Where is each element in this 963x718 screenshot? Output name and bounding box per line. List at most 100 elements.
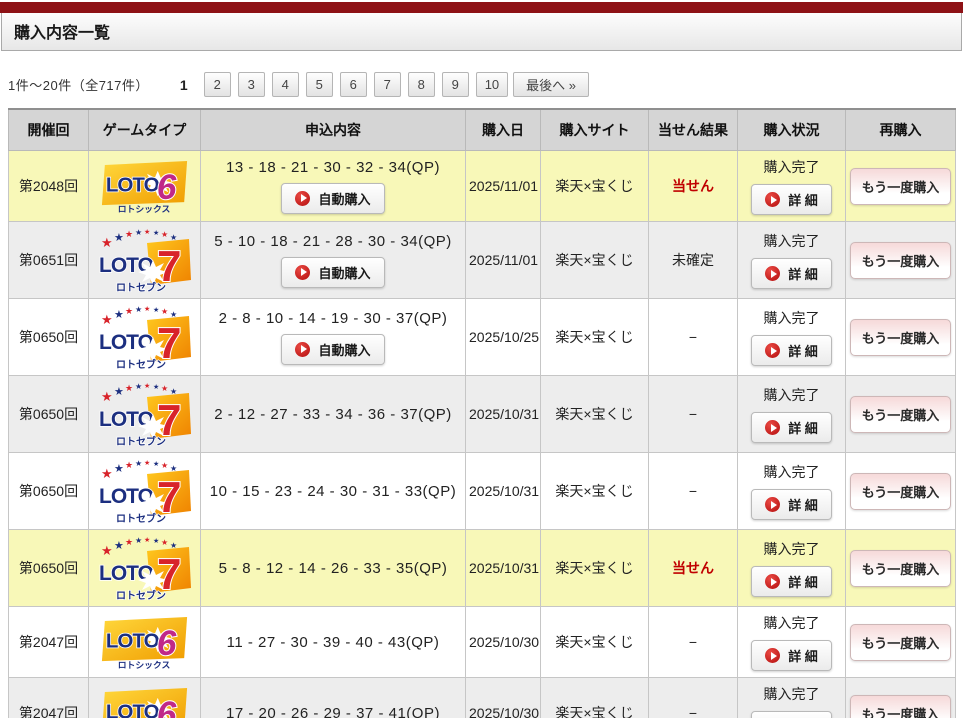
pagination-page-button[interactable]: 9 (441, 72, 469, 97)
pagination-page-button[interactable]: 10 (475, 72, 509, 97)
svg-text:★: ★ (101, 312, 113, 327)
round-cell: 第2047回 (8, 606, 89, 678)
status-text: 購入完了 (763, 686, 820, 702)
purchase-site: 楽天×宝くじ (540, 452, 649, 530)
detail-button[interactable]: 詳 細 (751, 184, 832, 215)
header-result: 当せん結果 (648, 108, 738, 151)
purchase-date: 2025/10/31 (465, 375, 541, 453)
result-cell: 未確定 (648, 221, 738, 299)
svg-text:★: ★ (101, 235, 113, 250)
loto7-logo-digit: 7 (157, 396, 181, 445)
purchase-date: 2025/10/25 (465, 298, 541, 376)
pagination-page-button[interactable]: 7 (373, 72, 401, 97)
table-header-row: 開催回 ゲームタイプ 申込内容 購入日 購入サイト 当せん結果 購入状況 再購入 (8, 108, 956, 151)
pagination-last-button[interactable]: 最後へ » (513, 72, 589, 97)
application-cell: 5 - 8 - 12 - 14 - 26 - 33 - 35(QP) (200, 529, 466, 607)
rebuy-button[interactable]: もう一度購入 (850, 318, 951, 356)
play-icon (765, 420, 781, 435)
detail-button[interactable]: 詳 細 (751, 640, 832, 671)
applied-numbers: 5 - 8 - 12 - 14 - 26 - 33 - 35(QP) (218, 559, 448, 577)
stars-arc-icon: ★ ★ ★ ★ ★ ★ ★ ★ (101, 536, 177, 558)
table-row: 第2047回 LOTO 6 ロトシックス 11 - 27 - 30 - 39 -… (8, 606, 956, 678)
result-count-label: 1件〜20件（全717件） (8, 78, 149, 93)
loto7-logo-digit: 7 (157, 319, 181, 368)
accent-top-bar (0, 2, 963, 13)
rebuy-button[interactable]: もう一度購入 (850, 395, 951, 433)
pagination-page-button[interactable]: 3 (237, 72, 265, 97)
auto-purchase-button[interactable]: 自動購入 (281, 333, 385, 365)
applied-numbers: 5 - 10 - 18 - 21 - 28 - 30 - 34(QP) (214, 232, 452, 250)
detail-button[interactable]: 詳 細 (751, 566, 832, 597)
result-text: 当せん (672, 560, 714, 576)
svg-text:★: ★ (101, 389, 113, 404)
loto6-logo-digit: 6 (156, 624, 176, 663)
loto6-logo: LOTO 6 ロトシックス (101, 616, 187, 669)
detail-button[interactable]: 詳 細 (751, 335, 832, 366)
detail-button[interactable]: 詳 細 (751, 489, 832, 520)
header-game-type: ゲームタイプ (88, 108, 201, 151)
play-icon (765, 574, 781, 589)
svg-text:★: ★ (144, 305, 150, 313)
rebuy-button[interactable]: もう一度購入 (850, 472, 951, 510)
round-label: 第0650回 (18, 329, 79, 345)
rebuy-button[interactable]: もう一度購入 (850, 623, 951, 661)
starburst-icon (142, 697, 172, 718)
table-row: 第2048回 LOTO 6 ロトシックス 13 - 18 - 21 - 30 -… (8, 150, 956, 222)
svg-text:★: ★ (170, 541, 177, 550)
play-icon (765, 648, 781, 663)
purchase-site: 楽天×宝くじ (540, 150, 649, 222)
game-type-cell: ★ ★ ★ ★ ★ ★ ★ ★ LOTO 7 ロトセブン (88, 298, 201, 376)
svg-text:★: ★ (153, 460, 159, 468)
purchase-site: 楽天×宝くじ (540, 606, 649, 678)
result-cell: − (648, 375, 738, 453)
rebuy-button[interactable]: もう一度購入 (850, 694, 951, 718)
rebuy-button[interactable]: もう一度購入 (850, 241, 951, 279)
status-text: 購入完了 (763, 464, 820, 480)
purchase-site: 楽天×宝くじ (540, 529, 649, 607)
play-icon (765, 343, 781, 358)
round-cell: 第0651回 (8, 221, 89, 299)
play-icon (765, 192, 781, 207)
game-type-cell: ★ ★ ★ ★ ★ ★ ★ ★ LOTO 7 ロトセブン (88, 375, 201, 453)
auto-purchase-button[interactable]: 自動購入 (281, 182, 385, 214)
rebuy-cell: もう一度購入 (845, 452, 956, 530)
applied-numbers: 13 - 18 - 21 - 30 - 32 - 34(QP) (226, 158, 440, 176)
svg-text:★: ★ (125, 383, 133, 393)
game-type-cell: LOTO 6 ロトシックス (88, 677, 201, 718)
round-label: 第0651回 (18, 252, 79, 268)
svg-text:★: ★ (114, 540, 124, 552)
pagination-page-button[interactable]: 5 (305, 72, 333, 97)
loto7-logo-subtitle: ロトセブン (116, 589, 166, 600)
play-icon (295, 264, 311, 280)
rebuy-button[interactable]: もう一度購入 (850, 549, 951, 587)
starburst-icon (137, 491, 168, 517)
detail-button[interactable]: 詳 細 (751, 412, 832, 443)
pagination-page-button[interactable]: 2 (203, 72, 231, 97)
rebuy-button[interactable]: もう一度購入 (850, 167, 951, 205)
svg-text:★: ★ (144, 459, 150, 467)
detail-button[interactable]: 詳 細 (751, 258, 832, 289)
loto6-logo-digit: 6 (156, 695, 176, 718)
header-round: 開催回 (8, 108, 89, 151)
play-icon (295, 190, 311, 206)
header-status: 購入状況 (737, 108, 846, 151)
pagination-page-button[interactable]: 8 (407, 72, 435, 97)
loto7-logo-digit: 7 (157, 473, 181, 522)
auto-purchase-button[interactable]: 自動購入 (281, 256, 385, 288)
loto7-logo-subtitle: ロトセブン (116, 358, 166, 369)
result-cell: − (648, 606, 738, 678)
applied-numbers: 2 - 8 - 10 - 14 - 19 - 30 - 37(QP) (218, 309, 448, 327)
loto7-logo-digit: 7 (157, 242, 181, 291)
table-row: 第0651回 ★ ★ ★ ★ ★ ★ ★ ★ (8, 221, 956, 299)
purchase-date: 2025/11/01 (465, 150, 541, 222)
pagination-current-page: 1 (179, 76, 188, 93)
svg-text:★: ★ (153, 537, 159, 545)
svg-text:★: ★ (153, 383, 159, 391)
loto6-logo: LOTO 6 ロトシックス (102, 687, 187, 718)
purchase-date: 2025/10/30 (465, 677, 541, 718)
application-cell: 11 - 27 - 30 - 39 - 40 - 43(QP) (200, 606, 466, 678)
detail-button[interactable]: 詳 細 (751, 711, 832, 718)
game-type-cell: LOTO 6 ロトシックス (88, 606, 201, 678)
pagination-page-button[interactable]: 4 (271, 72, 299, 97)
pagination-page-button[interactable]: 6 (339, 72, 367, 97)
